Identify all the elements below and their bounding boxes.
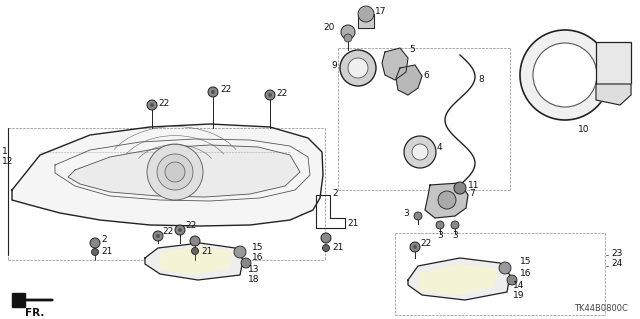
Text: 24: 24 xyxy=(611,259,622,269)
Text: 1: 1 xyxy=(2,147,8,157)
Polygon shape xyxy=(160,247,233,274)
Circle shape xyxy=(507,275,517,285)
Circle shape xyxy=(358,6,374,22)
Text: 21: 21 xyxy=(332,243,344,253)
Circle shape xyxy=(533,43,597,107)
Circle shape xyxy=(413,245,417,249)
Circle shape xyxy=(190,236,200,246)
Circle shape xyxy=(412,144,428,160)
Text: 21: 21 xyxy=(101,248,113,256)
Polygon shape xyxy=(420,265,498,295)
Text: 22: 22 xyxy=(220,85,231,94)
Text: 17: 17 xyxy=(375,8,387,17)
Circle shape xyxy=(92,249,99,256)
Text: 4: 4 xyxy=(437,144,443,152)
Text: 16: 16 xyxy=(520,269,531,278)
Polygon shape xyxy=(425,183,468,218)
Circle shape xyxy=(157,154,193,190)
Text: 3: 3 xyxy=(452,232,458,241)
Circle shape xyxy=(323,244,330,251)
Circle shape xyxy=(147,144,203,200)
Polygon shape xyxy=(396,65,422,95)
Circle shape xyxy=(241,258,251,268)
Circle shape xyxy=(341,25,355,39)
Text: 22: 22 xyxy=(185,221,196,231)
Circle shape xyxy=(438,191,456,209)
Polygon shape xyxy=(68,145,300,197)
Circle shape xyxy=(499,262,511,274)
Text: 15: 15 xyxy=(252,242,264,251)
Circle shape xyxy=(156,234,160,238)
Circle shape xyxy=(436,221,444,229)
Text: 15: 15 xyxy=(520,257,531,266)
Circle shape xyxy=(410,242,420,252)
Text: TK44B0800C: TK44B0800C xyxy=(574,304,628,313)
Text: 21: 21 xyxy=(347,219,358,228)
Circle shape xyxy=(451,221,459,229)
Text: 20: 20 xyxy=(324,24,335,33)
Circle shape xyxy=(234,246,246,258)
Text: 13: 13 xyxy=(248,265,259,275)
Text: 12: 12 xyxy=(2,158,13,167)
Circle shape xyxy=(178,228,182,232)
Text: 5: 5 xyxy=(409,46,415,55)
Text: FR.: FR. xyxy=(26,308,45,318)
Polygon shape xyxy=(382,48,408,80)
Text: 22: 22 xyxy=(420,239,431,248)
Circle shape xyxy=(208,87,218,97)
Circle shape xyxy=(147,100,157,110)
Polygon shape xyxy=(12,293,25,307)
Text: 22: 22 xyxy=(158,99,169,108)
Text: 3: 3 xyxy=(437,232,443,241)
Circle shape xyxy=(454,182,466,194)
Circle shape xyxy=(175,225,185,235)
Circle shape xyxy=(340,50,376,86)
Text: 19: 19 xyxy=(513,292,525,300)
Circle shape xyxy=(265,90,275,100)
Text: 23: 23 xyxy=(611,249,622,257)
Circle shape xyxy=(90,238,100,248)
Text: 2: 2 xyxy=(101,235,107,244)
Text: 2: 2 xyxy=(332,189,338,197)
Polygon shape xyxy=(408,258,510,300)
Text: 21: 21 xyxy=(201,247,212,256)
Circle shape xyxy=(211,90,215,94)
Circle shape xyxy=(191,248,198,255)
Text: 7: 7 xyxy=(469,189,475,197)
Circle shape xyxy=(150,103,154,107)
Text: 9: 9 xyxy=(332,61,337,70)
Text: 18: 18 xyxy=(248,276,259,285)
Text: 22: 22 xyxy=(276,88,287,98)
Polygon shape xyxy=(596,84,631,105)
Circle shape xyxy=(344,34,352,42)
Text: 3: 3 xyxy=(403,210,409,219)
Text: 14: 14 xyxy=(513,281,524,291)
Polygon shape xyxy=(358,14,374,28)
Text: 8: 8 xyxy=(478,76,484,85)
Text: 6: 6 xyxy=(423,70,429,79)
Circle shape xyxy=(348,58,368,78)
Circle shape xyxy=(165,162,185,182)
Circle shape xyxy=(520,30,610,120)
Text: 10: 10 xyxy=(578,125,589,135)
Text: 11: 11 xyxy=(468,181,479,189)
Circle shape xyxy=(153,231,163,241)
Circle shape xyxy=(268,93,272,97)
Text: 16: 16 xyxy=(252,254,264,263)
Circle shape xyxy=(414,212,422,220)
Polygon shape xyxy=(12,124,323,226)
Circle shape xyxy=(321,233,331,243)
Text: 22: 22 xyxy=(162,226,173,235)
Bar xyxy=(596,42,631,84)
Polygon shape xyxy=(145,243,243,280)
Circle shape xyxy=(404,136,436,168)
